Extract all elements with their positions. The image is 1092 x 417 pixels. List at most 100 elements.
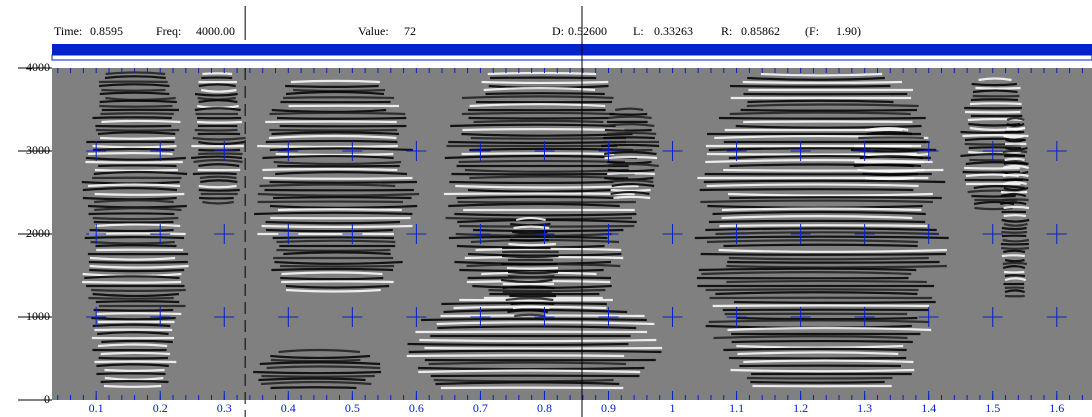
texture-stroke [462,129,624,130]
texture-stroke [92,117,171,118]
texture-stroke [1003,179,1029,180]
texture-stroke [94,310,174,311]
status-value: 0.8595 [90,24,123,38]
texture-stroke [727,262,939,263]
texture-stroke [488,290,605,291]
y-tick-label: 4000 [26,60,50,74]
texture-stroke [269,113,405,114]
texture-stroke [1001,232,1027,233]
texture-stroke [975,88,1020,89]
texture-stroke [865,178,914,179]
status-label: Time: [54,24,82,38]
texture-stroke [473,230,623,231]
texture-stroke [278,209,402,210]
x-tick-label: 0.2 [153,401,168,415]
texture-stroke [723,349,906,350]
texture-stroke [862,174,917,175]
texture-stroke [407,355,624,356]
texture-stroke [280,278,383,279]
y-tick-label: 3000 [26,143,50,157]
texture-stroke [1002,255,1025,256]
texture-stroke [1003,199,1028,200]
texture-stroke [89,213,175,214]
texture-stroke [1005,275,1025,276]
texture-stroke [482,82,609,83]
texture-stroke [700,189,914,190]
texture-stroke [193,173,237,174]
x-tick-label: 0.4 [281,401,296,415]
y-tick-label: 1000 [26,309,50,323]
texture-stroke [502,256,559,257]
texture-stroke [474,121,604,122]
status-label: D: [552,24,564,38]
texture-stroke [257,146,398,147]
status-label: (F: [805,24,819,38]
texture-stroke [462,153,614,154]
x-tick-label: 1 [670,401,676,415]
texture-stroke [607,173,655,174]
texture-stroke [734,302,936,303]
texture-stroke [96,130,179,131]
texture-stroke [456,197,616,198]
texture-stroke [271,360,360,361]
texture-stroke [970,103,1022,104]
texture-stroke [964,168,1020,169]
texture-stroke [704,181,945,182]
texture-stroke [737,318,918,319]
texture-stroke [750,382,884,383]
x-tick-label: 0.9 [601,401,616,415]
texture-stroke [421,319,647,320]
texture-stroke [89,262,188,263]
texture-stroke [82,282,181,283]
texture-stroke [605,130,652,131]
texture-stroke [254,213,412,214]
texture-stroke [610,114,648,115]
texture-stroke [486,93,605,94]
texture-stroke [1003,151,1027,152]
x-tick-label: 0.8 [537,401,552,415]
texture-stroke [85,162,182,163]
texture-stroke [450,125,615,126]
texture-stroke [713,305,929,306]
texture-stroke [1004,215,1026,216]
texture-stroke [508,276,554,277]
texture-stroke [719,118,926,119]
texture-stroke [459,161,625,162]
texture-stroke [101,121,180,122]
texture-stroke [101,353,170,354]
x-tick-label: 0.7 [473,401,488,415]
texture-stroke [280,266,394,267]
x-tick-label: 1.4 [921,401,936,415]
texture-stroke [266,230,393,231]
texture-stroke [285,86,378,87]
texture-stroke [96,313,181,314]
texture-stroke [462,113,615,114]
texture-stroke [748,101,894,102]
texture-stroke [95,194,185,195]
texture-stroke [291,81,380,82]
texture-stroke [409,351,662,352]
y-tick-label: 0 [44,392,50,406]
texture-stroke [408,344,629,345]
x-tick-label: 1.2 [793,401,808,415]
texture-stroke [91,290,186,291]
texture-stroke [726,281,926,282]
texture-stroke [1004,207,1029,208]
scroll-bar[interactable] [52,44,1092,55]
texture-stroke [1002,228,1027,229]
texture-stroke [276,250,390,251]
texture-stroke [508,272,558,273]
texture-stroke [253,372,381,373]
texture-stroke [100,113,173,114]
texture-stroke [85,237,184,238]
texture-stroke [965,139,1026,140]
texture-stroke [449,182,613,183]
texture-stroke [263,178,412,179]
texture-stroke [731,370,915,371]
texture-stroke [90,230,174,231]
texture-stroke [507,268,558,269]
texture-stroke [743,121,912,122]
texture-stroke [603,137,655,138]
texture-stroke [89,270,184,271]
x-tick-label: 1.5 [985,401,1000,415]
